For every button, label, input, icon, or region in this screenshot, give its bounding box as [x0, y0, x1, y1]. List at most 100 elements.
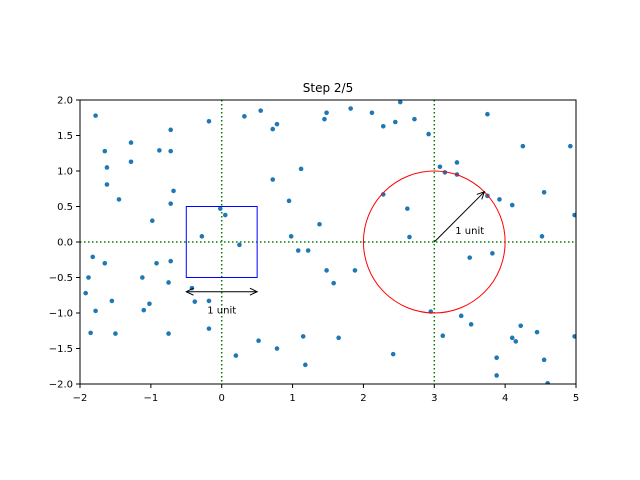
x-tick-label: 5: [573, 393, 579, 404]
scatter-point: [128, 140, 134, 145]
scatter-point: [242, 114, 247, 119]
scatter-point: [494, 373, 499, 378]
x-tick-label: −1: [143, 393, 158, 404]
square-arrow-head-right: [249, 287, 259, 296]
scatter-point: [237, 242, 242, 248]
y-tick-label: −1.0: [49, 309, 73, 320]
x-tick-label: 1: [289, 393, 295, 404]
scatter-point: [513, 339, 519, 344]
y-tick-label: 1.5: [57, 131, 73, 142]
scatter-point: [324, 268, 329, 273]
scatter-point: [497, 197, 502, 202]
scatter-point: [104, 165, 110, 170]
y-tick-label: 1.0: [57, 167, 73, 178]
scatter-point: [149, 218, 155, 223]
unit-circle: [362, 170, 506, 314]
square-arrow-label: 1 unit: [207, 305, 236, 316]
scatter-point: [485, 111, 490, 117]
scatter-point: [324, 110, 329, 116]
scatter-point: [468, 322, 474, 327]
scatter-point: [380, 123, 386, 129]
scatter-point: [217, 206, 223, 211]
scatter-point: [407, 234, 412, 240]
scatter-point: [369, 110, 375, 116]
scatter-point: [405, 206, 410, 211]
scatter-point: [509, 335, 515, 341]
scatter-point: [454, 160, 460, 165]
chart-title: Step 2/5: [303, 81, 353, 95]
scatter-point: [140, 275, 145, 280]
scatter-point: [222, 212, 228, 218]
scatter-point: [458, 313, 464, 319]
scatter-point: [154, 261, 159, 266]
scatter-point: [541, 357, 547, 363]
scatter-point: [518, 323, 524, 329]
scatter-point: [206, 298, 212, 304]
scatter-point: [116, 197, 122, 202]
scatter-point: [393, 119, 398, 125]
scatter-point: [147, 301, 152, 307]
y-tick-label: 0.0: [57, 238, 73, 249]
scatter-point: [102, 261, 108, 266]
scatter-point: [490, 251, 495, 256]
x-tick-label: 3: [431, 393, 437, 404]
x-tick-label: 0: [219, 393, 225, 404]
scatter-point: [113, 331, 118, 336]
scatter-point: [199, 234, 205, 239]
y-tick-label: 0.5: [57, 202, 73, 213]
scatter-point: [93, 113, 98, 118]
scatter-point: [336, 335, 341, 341]
scatter-point: [331, 280, 336, 286]
scatter-point: [192, 299, 198, 304]
scatter-point: [539, 234, 545, 239]
scatter-point: [141, 307, 147, 313]
scatter-point: [270, 126, 276, 132]
scatter-point: [206, 326, 212, 331]
circle-arrow-label: 1 unit: [455, 226, 484, 237]
scatter-point: [303, 362, 308, 368]
scatter-point: [171, 188, 176, 194]
scatter-point: [88, 330, 93, 336]
scatter-point: [168, 201, 173, 206]
scatter-point: [286, 198, 292, 204]
scatter-point: [300, 334, 306, 339]
scatter-point: [317, 221, 322, 227]
scatter-point: [157, 148, 162, 153]
scatter-point: [509, 202, 515, 208]
scatter-point: [322, 116, 327, 122]
scatter-point: [534, 329, 540, 335]
scatter-point: [168, 148, 173, 154]
scatter-point: [274, 346, 280, 351]
scatter-point: [102, 148, 108, 154]
scatter-point: [545, 380, 550, 384]
scatter-point: [270, 177, 276, 182]
scatter-point: [541, 190, 547, 195]
x-tick-label: −2: [73, 393, 88, 404]
scatter-point: [104, 182, 110, 187]
scatter-point: [520, 143, 526, 149]
scatter-point: [348, 106, 353, 111]
scatter-point: [412, 116, 417, 122]
scatter-point: [437, 164, 443, 170]
y-tick-label: 2.0: [57, 96, 73, 107]
y-tick-label: −2.0: [49, 380, 73, 391]
scatter-point: [440, 333, 446, 339]
scatter-point: [109, 298, 115, 304]
scatter-point: [274, 121, 280, 127]
scatter-point: [83, 290, 88, 296]
x-tick-label: 4: [502, 393, 508, 404]
scatter-point: [166, 280, 171, 285]
scatter-point: [86, 275, 91, 280]
scatter-point: [128, 159, 134, 165]
x-tick-label: 2: [360, 393, 366, 404]
circle-arrow-head: [476, 190, 486, 200]
scatter-point: [206, 119, 212, 124]
scatter-point: [90, 254, 96, 260]
scatter-point: [168, 258, 173, 264]
scatter-point: [426, 131, 431, 137]
scatter-point: [572, 334, 576, 339]
scatter-point: [305, 248, 311, 253]
scatter-point: [467, 255, 473, 260]
